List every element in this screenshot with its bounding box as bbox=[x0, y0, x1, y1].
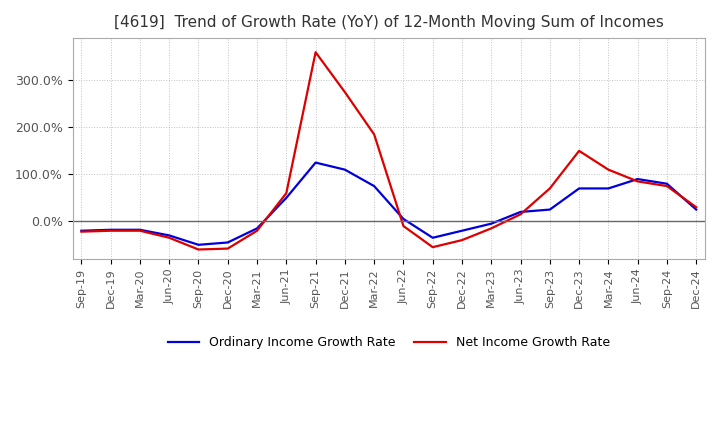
Ordinary Income Growth Rate bbox=[516, 209, 525, 215]
Ordinary Income Growth Rate bbox=[341, 167, 349, 172]
Ordinary Income Growth Rate bbox=[487, 221, 495, 226]
Ordinary Income Growth Rate bbox=[575, 186, 583, 191]
Net Income Growth Rate bbox=[546, 186, 554, 191]
Net Income Growth Rate bbox=[370, 132, 379, 137]
Ordinary Income Growth Rate bbox=[604, 186, 613, 191]
Net Income Growth Rate bbox=[282, 191, 291, 196]
Net Income Growth Rate bbox=[165, 235, 174, 240]
Net Income Growth Rate bbox=[692, 205, 701, 210]
Net Income Growth Rate bbox=[194, 247, 203, 252]
Ordinary Income Growth Rate bbox=[662, 181, 671, 187]
Net Income Growth Rate bbox=[253, 228, 261, 233]
Net Income Growth Rate bbox=[77, 229, 86, 235]
Net Income Growth Rate bbox=[487, 226, 495, 231]
Ordinary Income Growth Rate bbox=[428, 235, 437, 240]
Line: Net Income Growth Rate: Net Income Growth Rate bbox=[81, 52, 696, 249]
Net Income Growth Rate bbox=[428, 245, 437, 250]
Line: Ordinary Income Growth Rate: Ordinary Income Growth Rate bbox=[81, 163, 696, 245]
Title: [4619]  Trend of Growth Rate (YoY) of 12-Month Moving Sum of Incomes: [4619] Trend of Growth Rate (YoY) of 12-… bbox=[114, 15, 664, 30]
Net Income Growth Rate bbox=[135, 228, 144, 233]
Ordinary Income Growth Rate bbox=[370, 183, 379, 189]
Ordinary Income Growth Rate bbox=[458, 228, 467, 233]
Net Income Growth Rate bbox=[604, 167, 613, 172]
Net Income Growth Rate bbox=[107, 228, 115, 233]
Net Income Growth Rate bbox=[516, 212, 525, 217]
Net Income Growth Rate bbox=[575, 148, 583, 154]
Net Income Growth Rate bbox=[311, 50, 320, 55]
Ordinary Income Growth Rate bbox=[77, 228, 86, 233]
Legend: Ordinary Income Growth Rate, Net Income Growth Rate: Ordinary Income Growth Rate, Net Income … bbox=[163, 331, 615, 354]
Ordinary Income Growth Rate bbox=[282, 195, 291, 201]
Ordinary Income Growth Rate bbox=[107, 227, 115, 232]
Ordinary Income Growth Rate bbox=[399, 216, 408, 222]
Net Income Growth Rate bbox=[458, 238, 467, 243]
Ordinary Income Growth Rate bbox=[194, 242, 203, 247]
Ordinary Income Growth Rate bbox=[311, 160, 320, 165]
Ordinary Income Growth Rate bbox=[223, 240, 232, 245]
Ordinary Income Growth Rate bbox=[692, 207, 701, 212]
Ordinary Income Growth Rate bbox=[634, 176, 642, 182]
Ordinary Income Growth Rate bbox=[135, 227, 144, 232]
Ordinary Income Growth Rate bbox=[253, 226, 261, 231]
Ordinary Income Growth Rate bbox=[546, 207, 554, 212]
Net Income Growth Rate bbox=[634, 179, 642, 184]
Net Income Growth Rate bbox=[399, 224, 408, 229]
Ordinary Income Growth Rate bbox=[165, 233, 174, 238]
Net Income Growth Rate bbox=[662, 183, 671, 189]
Net Income Growth Rate bbox=[223, 246, 232, 251]
Net Income Growth Rate bbox=[341, 89, 349, 95]
